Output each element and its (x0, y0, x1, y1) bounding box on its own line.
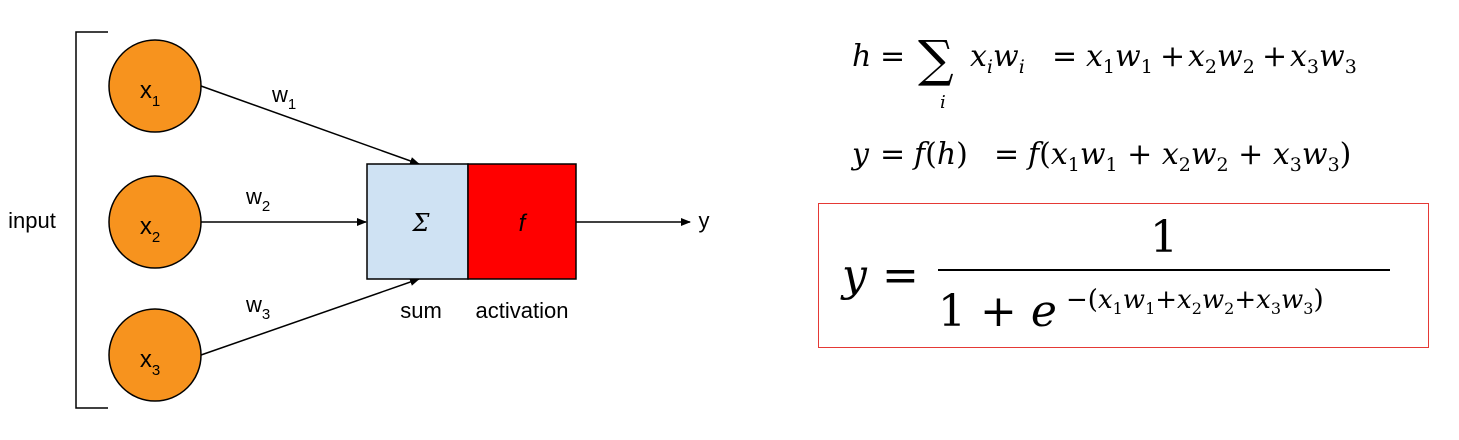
equation-1: h = ∑ i xiwi = x1w1 + x2w2 + x3w3 (852, 30, 1357, 113)
input-node-x3: x3 (108, 308, 202, 402)
input-node-x3-sub: 3 (152, 362, 160, 379)
equation-3: y = 1 1 + e −(x1w1+x2w2+x3w3) (840, 212, 1390, 337)
svg-text:h: h (852, 39, 871, 74)
svg-text:x2w2: x2w2 (1188, 39, 1255, 78)
svg-text:+: + (1160, 39, 1185, 74)
sum-box (366, 163, 469, 280)
input-node-x2-name: x (140, 213, 152, 240)
svg-text:y: y (840, 250, 868, 301)
activation-label: activation (476, 298, 569, 323)
svg-text:=: = (880, 137, 905, 172)
svg-text:∑: ∑ (918, 30, 954, 88)
sigmoid-formula-box (818, 203, 1429, 348)
activation-box (467, 163, 577, 280)
svg-text:f(h): f(h) (912, 137, 968, 172)
svg-text:1: 1 (1150, 212, 1178, 263)
input-node-x2-sub: 2 (152, 229, 160, 246)
input-node-x2: x2 (108, 175, 202, 269)
sum-label: sum (400, 298, 442, 323)
svg-text:x3: x3 (140, 346, 160, 379)
svg-text:=: = (1052, 39, 1077, 74)
input-node-x1-name: x (140, 77, 152, 104)
input-node-x3-name: x (140, 346, 152, 373)
svg-text:=: = (880, 39, 905, 74)
svg-text:x1w1: x1w1 (1086, 39, 1153, 78)
edge-x3-sum (200, 278, 420, 356)
weight-label-w2: w2 (245, 184, 270, 215)
input-bracket (75, 31, 108, 409)
input-node-x1-sub: 1 (152, 93, 160, 110)
svg-text:x1: x1 (140, 77, 160, 110)
weight-label-w1: w1 (271, 82, 296, 113)
input-node-x1: x1 (108, 39, 202, 133)
svg-text:f(x1w1 + x2w2 + x3w3): f(x1w1 + x2w2 + x3w3) (1026, 137, 1351, 176)
svg-text:=: = (882, 250, 919, 301)
weight-label-w3: w3 (245, 292, 270, 323)
activation-symbol: f (519, 210, 528, 237)
svg-text:=: = (994, 137, 1019, 172)
svg-text:+: + (1262, 39, 1287, 74)
input-label: input (8, 208, 56, 233)
edge-x1-sum (200, 85, 420, 165)
sum-symbol: Σ (412, 209, 431, 237)
equation-2: y = f(h) = f(x1w1 + x2w2 + x3w3) (850, 137, 1351, 176)
output-label: y (699, 208, 710, 233)
svg-text:x2: x2 (140, 213, 160, 246)
svg-text:y: y (850, 137, 870, 172)
svg-text:i: i (940, 92, 946, 113)
svg-text:1 + e: 1 + e (938, 286, 1057, 337)
svg-text:x3w3: x3w3 (1290, 39, 1357, 78)
svg-text:xiwi: xiwi (970, 39, 1025, 78)
